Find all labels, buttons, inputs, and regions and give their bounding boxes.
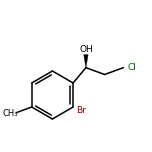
- Text: CH₃: CH₃: [2, 109, 17, 118]
- Text: Br: Br: [76, 105, 86, 114]
- Polygon shape: [84, 55, 88, 68]
- Text: Cl: Cl: [127, 63, 136, 72]
- Text: OH: OH: [79, 45, 93, 54]
